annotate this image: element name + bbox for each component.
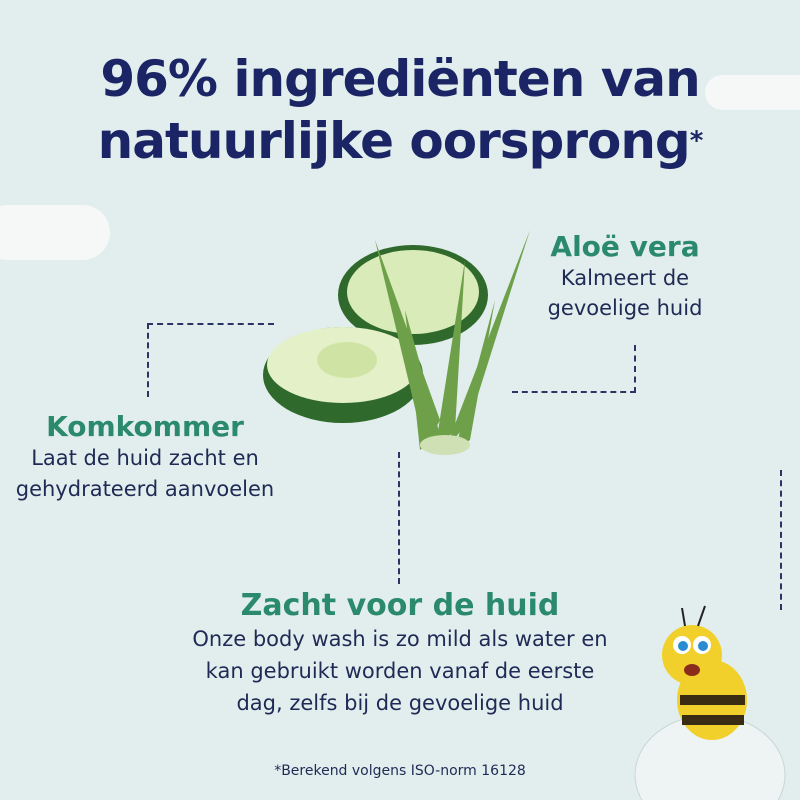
- cloud-left: [0, 205, 110, 260]
- cucumber-heading: Komkommer: [46, 410, 244, 443]
- cloud-right: [705, 75, 800, 110]
- cucumber-text-1: Laat de huid zacht en: [31, 446, 259, 470]
- cucumber-aloe-illustration: [263, 230, 530, 455]
- aloe-block: Aloë vera Kalmeert de gevoelige huid: [520, 230, 730, 323]
- gentle-heading: Zacht voor de huid: [240, 588, 560, 623]
- gentle-block: Zacht voor de huid Onze body wash is zo …: [140, 588, 660, 719]
- gentle-text-1: Onze body wash is zo mild als water en: [192, 627, 608, 651]
- cucumber-text-2: gehydrateerd aanvoelen: [15, 477, 275, 501]
- gentle-text-3: dag, zelfs bij de gevoelige huid: [236, 691, 564, 715]
- aloe-text-1: Kalmeert de: [560, 266, 690, 290]
- cucumber-block: Komkommer Laat de huid zacht en gehydrat…: [0, 410, 300, 505]
- aloe-heading: Aloë vera: [550, 230, 700, 263]
- connector-bee: [780, 470, 782, 610]
- title-line-1: 96% ingrediënten van: [100, 50, 700, 108]
- bee-mascot: [634, 605, 786, 800]
- connector-aloe: [512, 345, 636, 393]
- aloe-text-2: gevoelige huid: [547, 296, 703, 320]
- page-title: 96% ingrediënten van natuurlijke oorspro…: [0, 48, 800, 172]
- gentle-text-2: kan gebruikt worden vanaf de eerste: [205, 659, 595, 683]
- title-asterisk: *: [689, 126, 704, 156]
- title-line-2: natuurlijke oorsprong: [97, 112, 691, 170]
- aloe-leaves: [375, 230, 530, 450]
- footnote: *Berekend volgens ISO-norm 16128: [274, 763, 526, 779]
- connector-center: [398, 452, 400, 584]
- connector-cucumber: [147, 323, 274, 397]
